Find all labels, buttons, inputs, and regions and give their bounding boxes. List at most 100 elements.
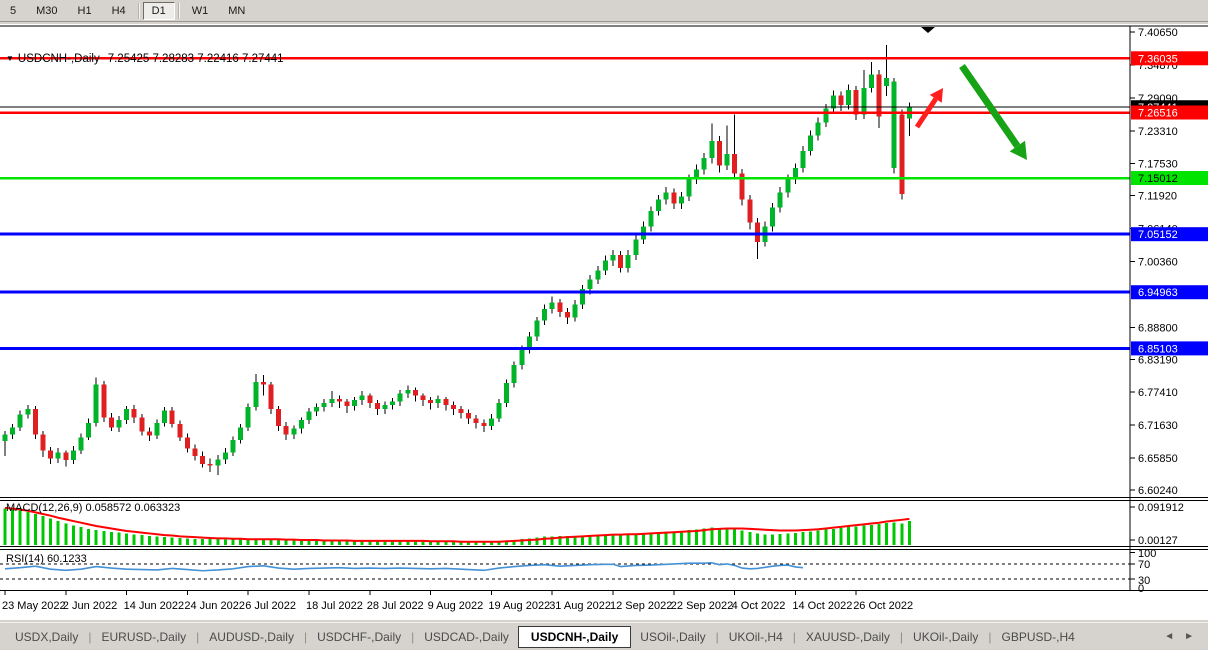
symbol-tab-eurusd-daily[interactable]: EURUSD-,Daily: [101, 629, 187, 644]
macd-histogram-bar: [778, 533, 782, 545]
candle-body-bull: [724, 154, 730, 166]
bearish-arrow-annotation[interactable]: [959, 64, 1027, 160]
macd-histogram-bar: [185, 538, 189, 545]
badge-price-label: 7.26516: [1138, 108, 1178, 120]
macd-histogram-bar: [87, 528, 91, 545]
symbol-tab-xauusd-daily[interactable]: XAUUSD-,Daily: [805, 629, 890, 644]
candle: [131, 404, 137, 424]
candle-body-bull: [678, 196, 684, 204]
candle-body-bull: [496, 403, 502, 419]
macd-histogram-bar: [451, 542, 455, 545]
candle: [496, 399, 502, 422]
candle: [557, 298, 563, 318]
tab-separator: |: [988, 629, 992, 644]
macd-histogram-bar: [869, 524, 873, 545]
price-tick-label: 6.83190: [1138, 354, 1178, 366]
candle-body-bear: [481, 423, 487, 426]
candle: [139, 413, 145, 436]
candle-body-bear: [177, 424, 183, 438]
candle: [93, 377, 99, 427]
symbol-tab-usoil-daily[interactable]: USOil-,Daily: [640, 629, 706, 644]
macd-histogram-bar: [223, 539, 227, 545]
date-tick-label: 31 Aug 2022: [549, 600, 611, 612]
date-tick-label: 18 Jul 2022: [306, 600, 363, 612]
price-tick-label: 6.77410: [1138, 387, 1178, 399]
macd-histogram-bar: [505, 540, 509, 545]
macd-histogram-bar: [26, 511, 30, 545]
macd-histogram-bar: [672, 531, 676, 545]
candle: [595, 265, 601, 285]
candle-body-bear: [139, 417, 145, 432]
timeframe-button-mn[interactable]: MN: [228, 4, 246, 17]
timeframe-button-h1[interactable]: H1: [77, 4, 92, 17]
candle-body-bear: [184, 437, 190, 449]
candle: [420, 393, 426, 406]
candle-body-bear: [443, 399, 449, 405]
macd-indicator-label: MACD(12,26,9) 0.058572 0.063323: [6, 502, 180, 514]
candle: [253, 374, 259, 411]
candle: [40, 430, 46, 458]
macd-histogram-bar: [786, 533, 790, 545]
candle-body-bull: [238, 427, 244, 441]
price-tick-label: 7.17530: [1138, 159, 1178, 171]
candle-body-bull: [329, 399, 335, 404]
macd-histogram-bar: [558, 535, 562, 545]
main-price-panel: [0, 27, 1130, 475]
candle-body-bull: [701, 158, 707, 170]
candle: [412, 387, 418, 402]
symbol-tab-usdchf-daily[interactable]: USDCHF-,Daily: [317, 629, 402, 644]
candle-body-bull: [777, 192, 783, 208]
candle: [648, 206, 654, 232]
symbol-tab-usdcnh-daily[interactable]: USDCNH-,Daily: [517, 625, 632, 648]
tab-scroll-right-icon[interactable]: ►: [1184, 631, 1194, 642]
tab-scroll-left-icon[interactable]: ◄: [1164, 631, 1175, 642]
macd-histogram-bar: [634, 533, 638, 545]
chart-canvas[interactable]: 7.406507.348707.290907.233107.175307.119…: [0, 24, 1208, 620]
candle-body-bear: [420, 395, 426, 401]
macd-histogram-bar: [482, 542, 486, 545]
arrow-shaft: [914, 97, 938, 129]
candle: [298, 417, 304, 434]
candle: [207, 458, 213, 473]
candle-body-bull: [511, 364, 517, 384]
macd-histogram-bar: [56, 521, 60, 545]
collapse-icon[interactable]: ▼: [6, 54, 14, 63]
timeframe-button-m30[interactable]: M30: [36, 4, 58, 17]
timeframe-button-d1[interactable]: D1: [142, 1, 175, 20]
macd-histogram-bar: [307, 540, 311, 545]
macd-histogram-bar: [117, 532, 121, 545]
symbol-tab-gbpusd-h4[interactable]: GBPUSD-,H4: [1001, 629, 1075, 644]
symbol-tab-audusd-daily[interactable]: AUDUSD-,Daily: [209, 629, 294, 644]
macd-histogram-bar: [755, 533, 759, 545]
candle-body-bull: [595, 270, 601, 280]
candle: [397, 389, 403, 406]
candle-body-bear: [374, 403, 380, 409]
symbol-tab-ukoil-h4[interactable]: UKOil-,H4: [728, 629, 783, 644]
candle: [344, 399, 350, 413]
candle: [876, 69, 882, 128]
panel-frames: [0, 25, 1208, 591]
timeframe-button-5[interactable]: 5: [10, 4, 17, 17]
symbol-tab-ukoil-daily[interactable]: UKOil-,Daily: [913, 629, 979, 644]
candle: [830, 90, 836, 114]
symbol-tab-usdx-daily[interactable]: USDX,Daily: [15, 629, 79, 644]
candle-body-bear: [48, 450, 54, 459]
timeframe-button-h4[interactable]: H4: [111, 4, 126, 17]
macd-histogram-bar: [573, 535, 577, 545]
candle: [633, 235, 639, 261]
candle-body-bear: [716, 141, 722, 166]
bullish-arrow-annotation[interactable]: [914, 88, 943, 129]
price-tick-label: 7.23310: [1138, 126, 1178, 138]
timeframe-button-w1[interactable]: W1: [191, 4, 209, 17]
down-triangle-marker[interactable]: [921, 27, 935, 33]
candle-body-bear: [276, 408, 282, 426]
symbol-tab-usdcad-daily[interactable]: USDCAD-,Daily: [424, 629, 509, 644]
candle: [488, 413, 494, 430]
macd-histogram-bar: [109, 531, 113, 545]
candle-body-bull: [572, 304, 578, 318]
macd-histogram-bar: [208, 539, 212, 545]
rsi-axis-label: 30: [1138, 575, 1150, 587]
macd-histogram-bar: [702, 528, 706, 545]
candle-body-bull: [610, 254, 616, 261]
